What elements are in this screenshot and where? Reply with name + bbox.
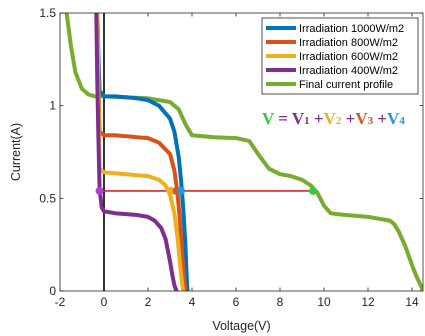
legend-entry: Irradiation 400W/m2: [299, 65, 398, 77]
legend: Irradiation 1000W/m2 Irradiation 800W/m2 I…: [262, 18, 418, 94]
operating-point-marker: [309, 187, 317, 195]
x-tick-label: 12: [361, 295, 375, 309]
legend-entry: Irradiation 1000W/m2: [299, 23, 404, 35]
operating-point-marker: [177, 187, 185, 195]
x-axis-label: Voltage(V): [212, 319, 270, 333]
formula-part: +: [310, 109, 324, 128]
formula-part: =: [274, 109, 292, 128]
legend-entry: Irradiation 600W/m2: [299, 51, 398, 63]
formula-part: V: [324, 109, 337, 128]
x-tick-label: 2: [145, 295, 152, 309]
formula-part: +: [341, 109, 355, 128]
x-tick-label: 14: [405, 295, 419, 309]
y-tick-label: 0: [49, 284, 56, 298]
x-tick-label: -2: [55, 295, 66, 309]
formula-part: V: [355, 109, 368, 128]
operating-point-marker: [96, 187, 104, 195]
y-tick-label: 0.5: [39, 191, 56, 205]
x-tick-label: 0: [101, 295, 108, 309]
y-tick-label: 1: [49, 99, 56, 113]
legend-entry: Final current profile: [299, 79, 393, 91]
x-tick-label: 10: [317, 295, 331, 309]
formula-part: +: [373, 109, 387, 128]
formula-part: V: [292, 109, 305, 128]
x-tick-label: 8: [277, 295, 284, 309]
formula-subscript: 4: [399, 115, 405, 127]
formula-part: V: [387, 109, 400, 128]
legend-entry: Irradiation 800W/m2: [299, 37, 398, 49]
y-axis-label: Current(A): [9, 123, 23, 181]
x-tick-label: 6: [233, 295, 240, 309]
voltage-sum-formula: V = V1 +V2 +V3 +V4: [262, 109, 405, 128]
x-tick-label: 4: [189, 295, 196, 309]
y-tick-label: 1.5: [39, 6, 56, 20]
